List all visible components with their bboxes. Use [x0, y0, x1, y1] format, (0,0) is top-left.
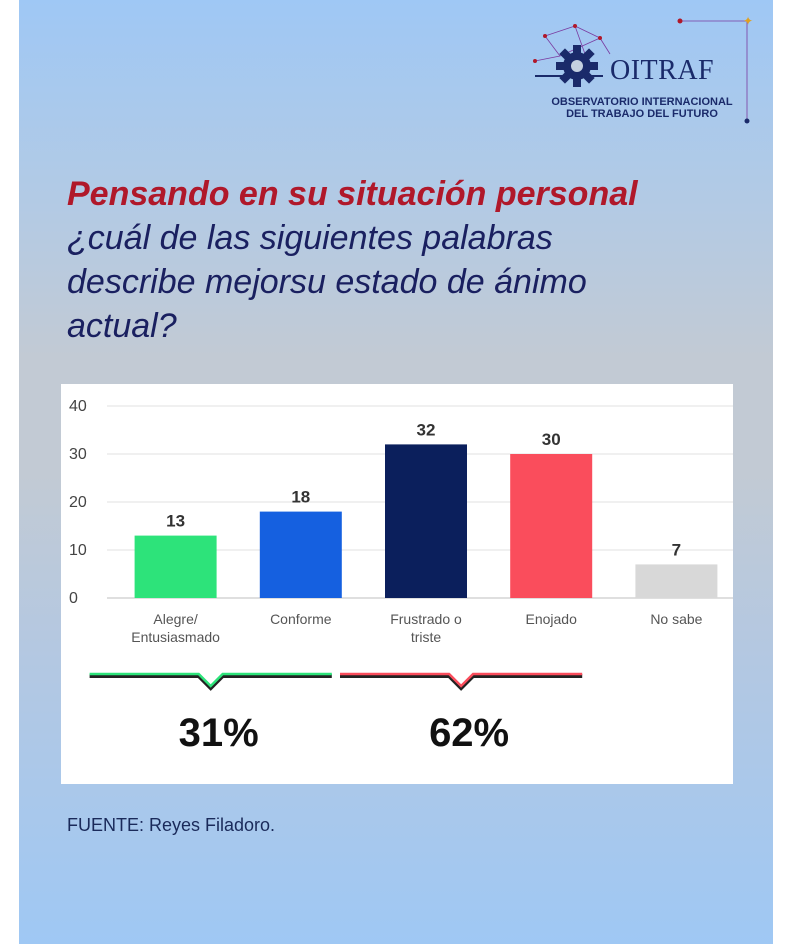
group-bracket-shadow	[340, 674, 583, 691]
page-title: Pensando en su situación personal ¿cuál …	[67, 172, 707, 348]
logo-wordmark: OITRAF	[610, 55, 715, 86]
chart-panel: 0 10 20 30 40 13 Alegre/Entusiasmado 18 Conforme…	[61, 384, 733, 784]
x-tick-label: Alegre/	[153, 611, 197, 627]
bar	[510, 454, 593, 598]
x-tick-label: Frustrado o	[390, 611, 462, 627]
y-tick-label: 40	[69, 398, 87, 415]
y-tick-label: 20	[69, 494, 87, 511]
bar	[385, 444, 467, 598]
bar	[134, 535, 217, 598]
group-bracket	[340, 672, 583, 688]
data-label: 30	[542, 430, 561, 449]
y-tick-label: 10	[69, 542, 87, 559]
data-label: 13	[166, 512, 185, 531]
svg-text:✦: ✦	[743, 16, 753, 28]
logo-subtitle-line2: DEL TRABAJO DEL FUTURO	[566, 108, 718, 120]
title-highlight: Pensando en su situación personal	[67, 175, 638, 213]
bar	[635, 564, 718, 598]
data-label: 32	[417, 420, 436, 439]
group-percentage-label: 62%	[429, 711, 509, 755]
source-note: FUENTE: Reyes Filadoro.	[67, 815, 276, 835]
x-tick-label: Enojado	[526, 611, 578, 627]
x-tick-label: triste	[411, 629, 442, 645]
logo-subtitle-line1: OBSERVATORIO INTERNACIONAL	[551, 96, 733, 108]
group-bracket	[89, 672, 332, 688]
oitraf-logo-icon: ✦	[533, 16, 753, 124]
y-tick-label: 0	[69, 590, 78, 607]
x-tick-label: Entusiasmado	[131, 629, 220, 645]
group-bracket-shadow	[89, 674, 332, 691]
logo-subtitle: OBSERVATORIO INTERNACIONAL DEL TRABAJO D…	[537, 96, 747, 120]
bar-chart: 0 10 20 30 40 13 Alegre/Entusiasmado 18 Conforme…	[69, 398, 733, 755]
data-label: 18	[291, 488, 310, 507]
title-question: ¿cuál de las siguientes palabras describ…	[67, 219, 587, 345]
y-tick-label: 30	[69, 446, 87, 463]
bar	[259, 511, 342, 598]
x-tick-label: No sabe	[650, 611, 702, 627]
data-label: 7	[672, 540, 681, 559]
x-tick-label: Conforme	[270, 611, 332, 627]
group-percentage-label: 31%	[179, 711, 259, 755]
